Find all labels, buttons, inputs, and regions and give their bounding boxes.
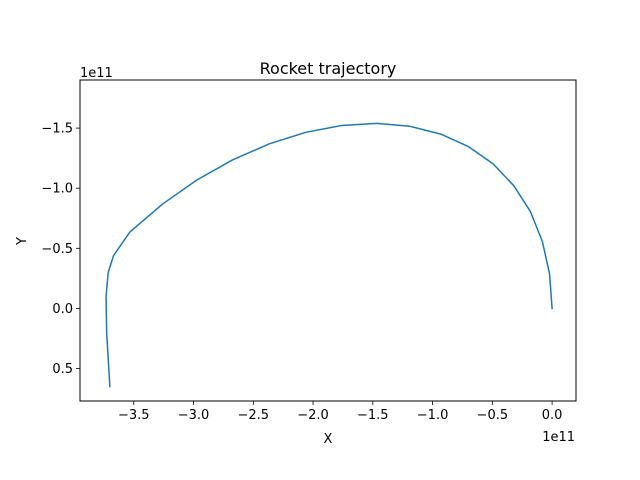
x-tick-label: −1.5 (357, 408, 389, 423)
y-tick-label: −0.5 (41, 242, 73, 257)
y-axis-ticks: −1.5 −1.0 −0.5 0.0 0.5 (41, 122, 80, 377)
y-offset-label: 1e11 (80, 66, 113, 81)
y-tick-label: 0.5 (52, 362, 73, 377)
y-tick-label: −1.0 (41, 182, 73, 197)
x-tick-label: −2.5 (238, 408, 270, 423)
y-tick-label: −1.5 (41, 122, 73, 137)
series-layer (105, 122, 553, 388)
x-tick-label: −0.5 (477, 408, 509, 423)
x-offset-label: 1e11 (542, 430, 575, 445)
plot-area (80, 80, 576, 401)
x-axis-label: X (324, 432, 333, 447)
y-axis-label: Y (15, 237, 30, 246)
x-tick-label: 0.0 (542, 408, 563, 423)
trajectory-line (105, 122, 553, 388)
x-tick-label: −1.0 (417, 408, 449, 423)
x-axis-ticks: −3.5 −3.0 −2.5 −2.0 −1.5 −1.0 −0.5 0.0 (118, 401, 562, 423)
plot-frame (79, 79, 577, 402)
x-tick-label: −3.5 (118, 408, 150, 423)
x-tick-label: −2.0 (297, 408, 329, 423)
chart-title: Rocket trajectory (260, 59, 397, 78)
y-tick-label: 0.0 (52, 302, 73, 317)
x-tick-label: −3.0 (178, 408, 210, 423)
